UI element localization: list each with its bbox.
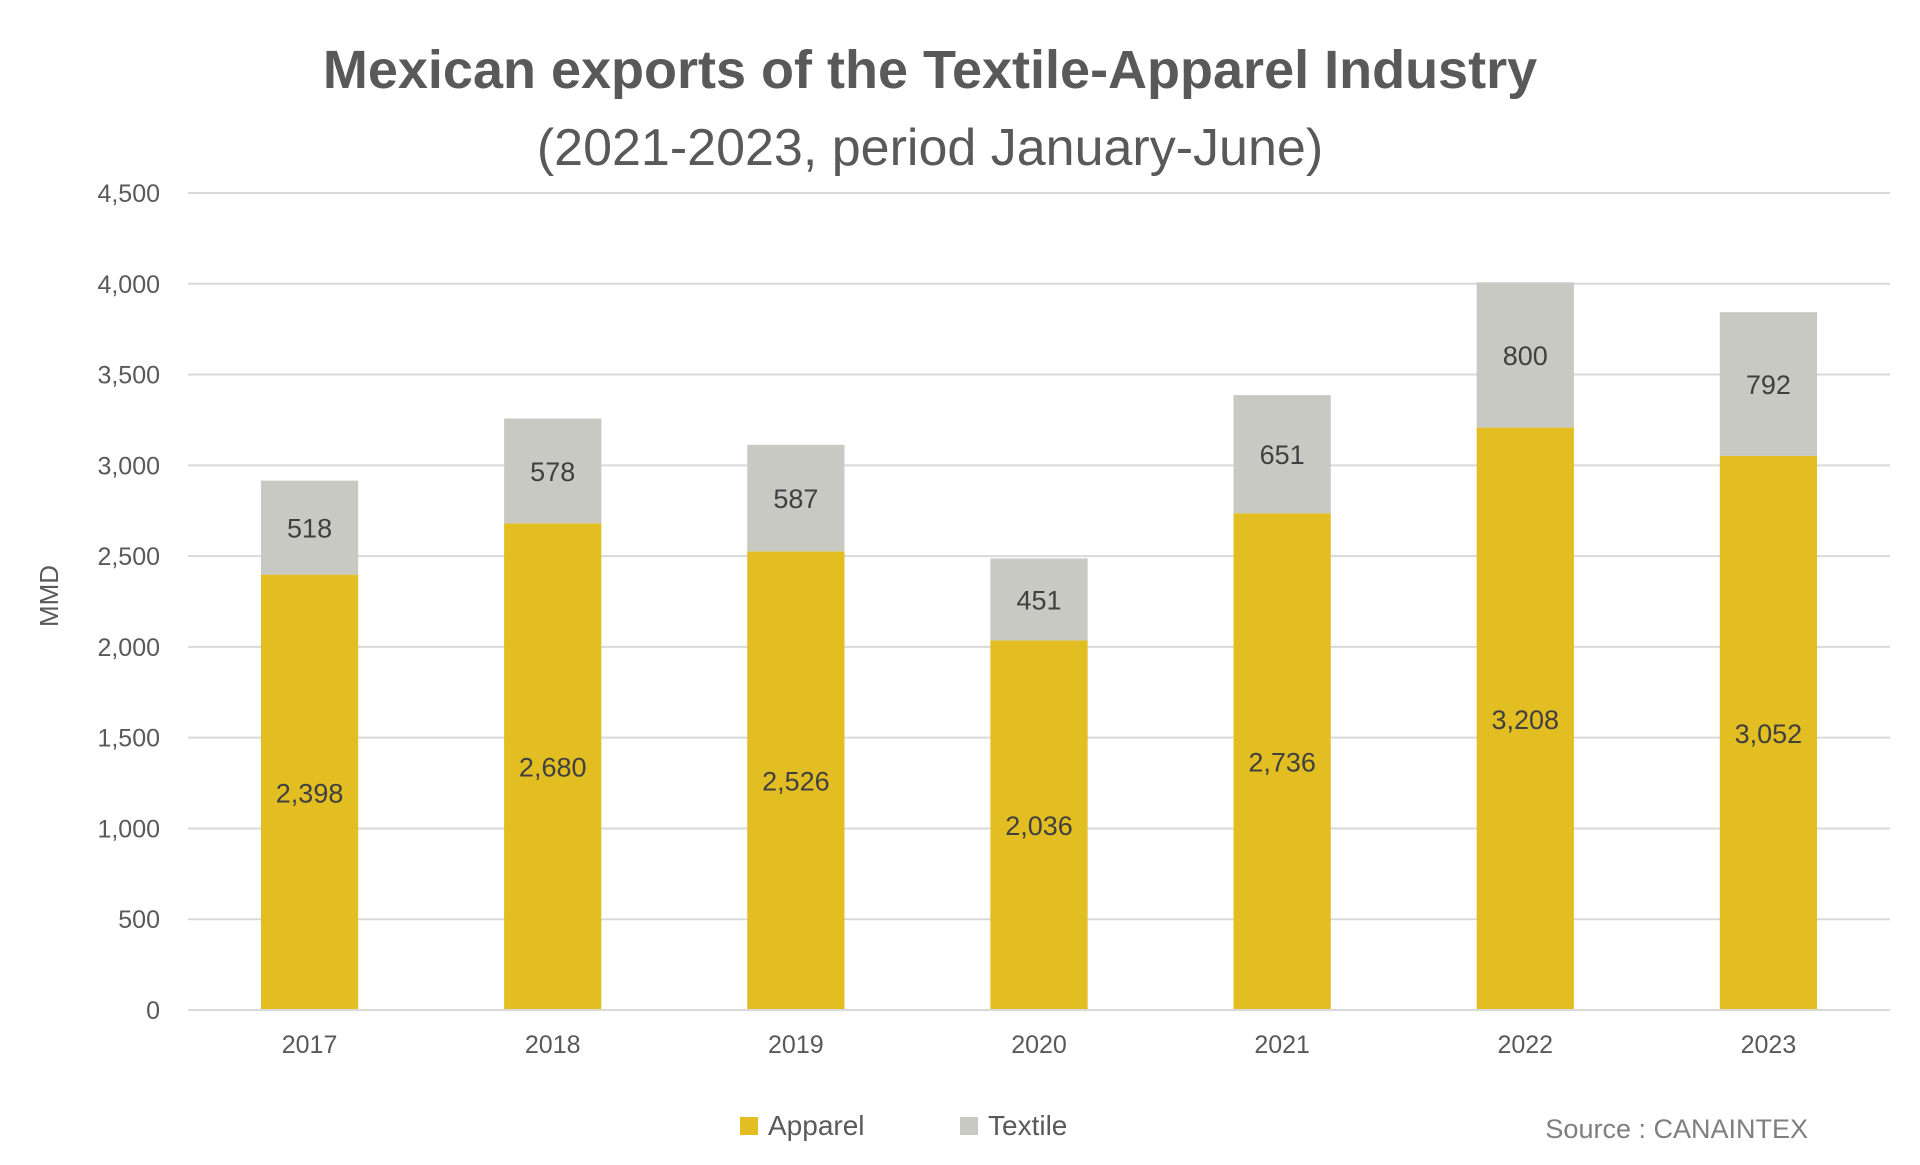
bar-textile-2018	[504, 418, 602, 524]
data-label-textile-2022: 800	[1503, 341, 1548, 371]
data-label-apparel-2021: 2,736	[1248, 748, 1316, 778]
y-tick-label: 4,500	[97, 180, 160, 208]
data-label-textile-2020: 451	[1016, 585, 1061, 615]
data-label-apparel-2020: 2,036	[1005, 811, 1073, 841]
x-tick-label: 2020	[1011, 1031, 1067, 1059]
bar-apparel-2017	[260, 574, 359, 1010]
x-tick-label: 2017	[282, 1031, 338, 1059]
data-label-apparel-2019: 2,526	[762, 767, 830, 797]
bar-textile-2019	[747, 444, 845, 552]
bar-apparel-2021	[1233, 513, 1331, 1010]
x-tick-label: 2018	[525, 1031, 581, 1059]
y-tick-label: 4,000	[97, 271, 160, 299]
y-axis-ticks: 0 500 1,000 1,500 2,000 2,500 3,000 3,500 4,000 4…	[97, 180, 160, 1025]
bar-textile-2023	[1719, 312, 1818, 456]
bar-textile-2017	[260, 480, 359, 575]
bar-textile-2022	[1476, 282, 1574, 428]
x-tick-label: 2022	[1497, 1031, 1553, 1059]
chart-subtitle: (2021-2023, period January-June)	[537, 119, 1323, 177]
bar-apparel-2023	[1719, 455, 1818, 1010]
legend-label-apparel: Apparel	[768, 1110, 865, 1141]
legend-label-textile: Textile	[988, 1110, 1067, 1141]
data-label-textile-2017: 518	[287, 514, 332, 544]
y-axis-title: MMD	[34, 565, 64, 627]
bar-apparel-2019	[747, 551, 845, 1010]
data-label-textile-2019: 587	[773, 484, 818, 514]
y-tick-label: 3,500	[97, 362, 160, 390]
bars: 2,398 518 2,680 578 2,526 587 2,036 451 2,736 651…	[260, 282, 1818, 1010]
y-tick-label: 0	[146, 997, 160, 1025]
legend-swatch-apparel	[740, 1117, 758, 1135]
gridlines	[188, 192, 1890, 921]
x-tick-label: 2021	[1254, 1031, 1310, 1059]
x-tick-label: 2023	[1741, 1031, 1797, 1059]
data-label-apparel-2018: 2,680	[519, 753, 587, 783]
y-tick-label: 2,000	[97, 634, 160, 662]
data-label-apparel-2017: 2,398	[276, 778, 344, 808]
data-label-textile-2018: 578	[530, 457, 575, 487]
bar-apparel-2018	[504, 523, 602, 1010]
source-note: Source : CANAINTEX	[1545, 1114, 1808, 1144]
data-label-textile-2021: 651	[1260, 440, 1305, 470]
data-label-apparel-2023: 3,052	[1735, 719, 1803, 749]
data-label-textile-2023: 792	[1746, 370, 1791, 400]
legend: Apparel Textile	[740, 1110, 1067, 1141]
y-tick-label: 1,000	[97, 815, 160, 843]
x-axis-ticks: 2017 2018 2019 2020 2021 2022 2023	[282, 1031, 1796, 1059]
bar-textile-2020	[990, 558, 1088, 641]
legend-swatch-textile	[960, 1117, 978, 1135]
bar-textile-2021	[1233, 395, 1331, 514]
x-tick-label: 2019	[768, 1031, 824, 1059]
data-label-apparel-2022: 3,208	[1491, 705, 1559, 735]
y-tick-label: 500	[118, 906, 160, 934]
bar-apparel-2022	[1476, 427, 1574, 1010]
y-tick-label: 2,500	[97, 543, 160, 571]
bar-apparel-2020	[990, 640, 1088, 1010]
chart-title: Mexican exports of the Textile-Apparel I…	[323, 40, 1537, 100]
y-tick-label: 1,500	[97, 725, 160, 753]
y-tick-label: 3,000	[97, 452, 160, 480]
